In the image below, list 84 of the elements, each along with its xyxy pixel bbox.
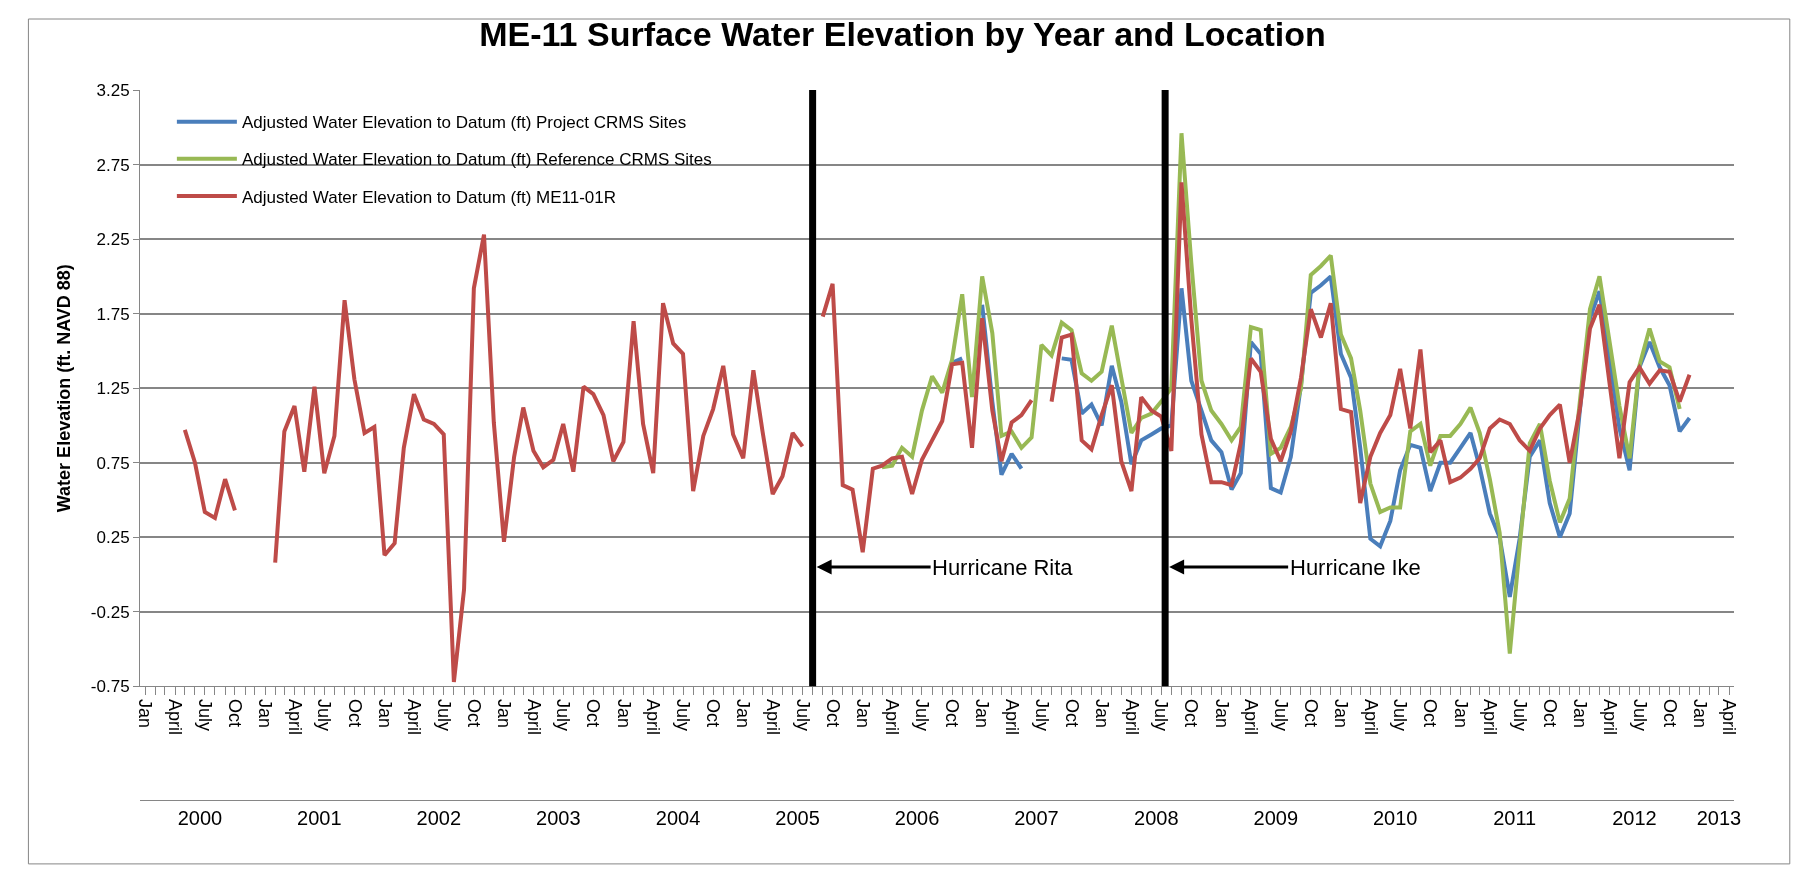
x-tick-label: July [1390,699,1411,732]
x-tick-label: April [404,699,425,736]
x-tick-label: Jan [255,699,276,729]
x-tick-label: April [1719,699,1740,736]
x-tick-label: Oct [225,699,246,728]
x-tick-label: April [523,699,544,736]
x-tick-label: Jan [1450,699,1471,729]
x2-tick-label: 2002 [416,807,462,829]
x-tick-label: Oct [1420,699,1441,728]
legend-label: Adjusted Water Elevation to Datum (ft) ME11-01R [241,187,617,207]
x2-tick-label: 2012 [1612,807,1657,829]
x-tick-label: April [1241,699,1262,736]
x2-tick-label: 2007 [1014,807,1059,829]
y-tick-label: 0.25 [96,528,130,548]
x-tick-label: Oct [703,699,724,728]
x2-tick-label: 2010 [1372,807,1418,829]
x2-tick-label: 2006 [894,807,940,829]
y-tick-label: 1.75 [96,304,130,324]
x2-tick-label: 2011 [1493,807,1537,829]
x-tick-label: Oct [822,699,843,728]
x-tick-label: April [882,699,903,736]
x-tick-label: April [284,699,305,736]
x-tick-label: Oct [1539,699,1560,728]
x-tick-label: Jan [1569,699,1590,729]
y-tick-label: 0.75 [96,453,130,473]
x-tick-label: July [553,699,574,732]
x2-tick-label: 2013 [1696,807,1742,829]
x-tick-label: Jan [972,699,993,729]
y-tick-label: 1.25 [96,379,130,399]
x-tick-label: April [643,699,664,736]
x-tick-label: Jan [1331,699,1352,729]
x-tick-label: Jan [374,699,395,729]
x-tick-label: Oct [344,699,365,728]
x-tick-label: July [194,699,215,732]
x-tick-label: Oct [1300,699,1321,728]
x-tick-label: Jan [1211,699,1232,729]
y-tick-label: -0.25 [90,602,130,622]
x-tick-label: Jan [135,699,156,729]
x-tick-label: July [1270,699,1291,732]
x-tick-label: Oct [1061,699,1082,728]
x2-tick-label: 2004 [655,807,701,829]
chart-title: ME-11 Surface Water Elevation by Year and Location [479,14,1326,53]
x-tick-label: Jan [1689,699,1710,729]
x-tick-label: Jan [613,699,634,729]
x-tick-label: April [1599,699,1620,736]
x-tick-label: July [792,699,813,732]
y-tick-label: 2.75 [96,155,130,175]
x-tick-label: April [165,699,186,736]
ref-line-label: Hurricane Ike [1290,555,1421,580]
x-tick-label: July [1031,699,1052,732]
legend-label: Adjusted Water Elevation to Datum (ft) Reference CRMS Sites [241,150,712,170]
x-tick-label: Jan [852,699,873,729]
x-tick-label: Jan [1091,699,1112,729]
x2-tick-label: 2008 [1134,807,1179,829]
x-tick-label: April [1360,699,1381,736]
x-tick-label: Jan [733,699,754,729]
y-axis-title: Water Elevation (ft. NAVD 88) [54,264,75,513]
x-tick-label: April [1121,699,1142,736]
x-tick-label: July [1509,699,1530,732]
x-tick-label: April [1479,699,1500,736]
x-tick-label: July [673,699,694,732]
x-tick-label: April [762,699,783,736]
x2-tick-label: 2001 [297,807,342,829]
x-tick-label: Oct [1659,699,1680,728]
x2-tick-label: 2009 [1253,807,1299,829]
x2-tick-label: 2003 [536,807,581,829]
y-tick-label: -0.75 [90,677,130,697]
x-tick-label: July [314,699,335,732]
x-tick-label: Oct [1181,699,1202,728]
x-tick-label: Oct [583,699,604,728]
legend-label: Adjusted Water Elevation to Datum (ft) Project CRMS Sites [241,113,687,133]
x2-tick-label: 2000 [177,807,223,829]
x-tick-label: July [1151,699,1172,732]
x-tick-label: July [1629,699,1650,732]
y-tick-label: 3.25 [96,80,130,100]
x-tick-label: July [912,699,933,732]
x-tick-label: Jan [494,699,515,729]
x-tick-label: Oct [464,699,485,728]
x-tick-label: April [1001,699,1022,736]
y-tick-label: 2.25 [96,230,130,250]
ref-line-label: Hurricane Rita [932,555,1074,580]
x-tick-label: Oct [942,699,963,728]
x-tick-label: July [433,699,454,732]
x2-tick-label: 2005 [775,807,820,829]
